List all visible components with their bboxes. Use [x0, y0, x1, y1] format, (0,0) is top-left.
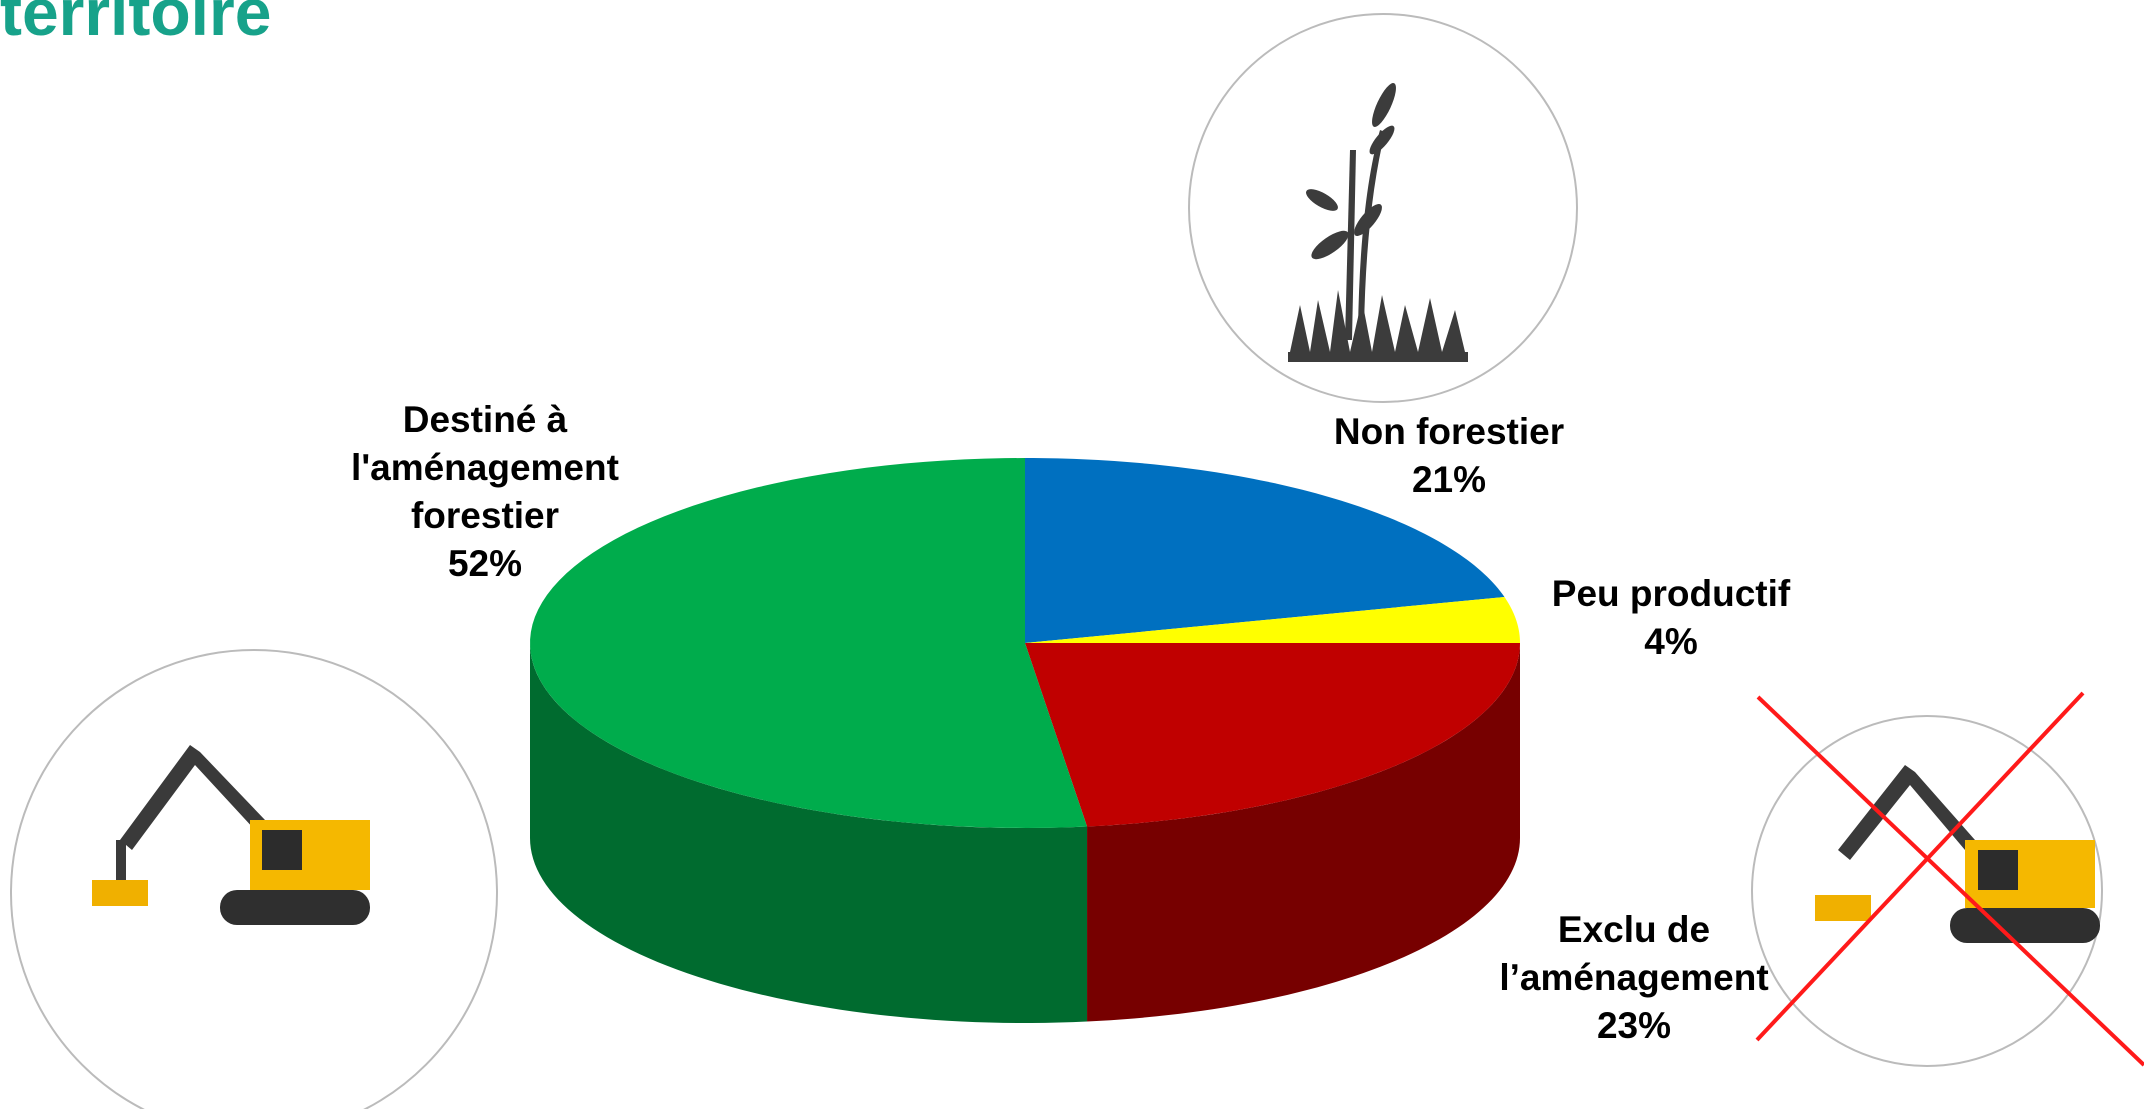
value-label: 4% [1552, 618, 1790, 666]
value-label: 21% [1334, 456, 1564, 504]
category-label: Non forestier [1334, 408, 1564, 456]
slice-label: Non forestier 21% [1334, 408, 1564, 504]
category-label: Destiné à l'aménagement forestier [320, 396, 650, 540]
category-label: Peu productif [1552, 570, 1790, 618]
slice-label: Peu productif 4% [1552, 570, 1790, 666]
slice-label: Exclu de l’aménagement 23% [1474, 906, 1794, 1050]
value-label: 23% [1474, 1002, 1794, 1050]
page: territoire [0, 0, 2144, 1109]
category-label: Exclu de l’aménagement [1474, 906, 1794, 1002]
slice-label: Destiné à l'aménagement forestier 52% [320, 396, 650, 588]
pie [530, 458, 1520, 1023]
value-label: 52% [320, 540, 650, 588]
